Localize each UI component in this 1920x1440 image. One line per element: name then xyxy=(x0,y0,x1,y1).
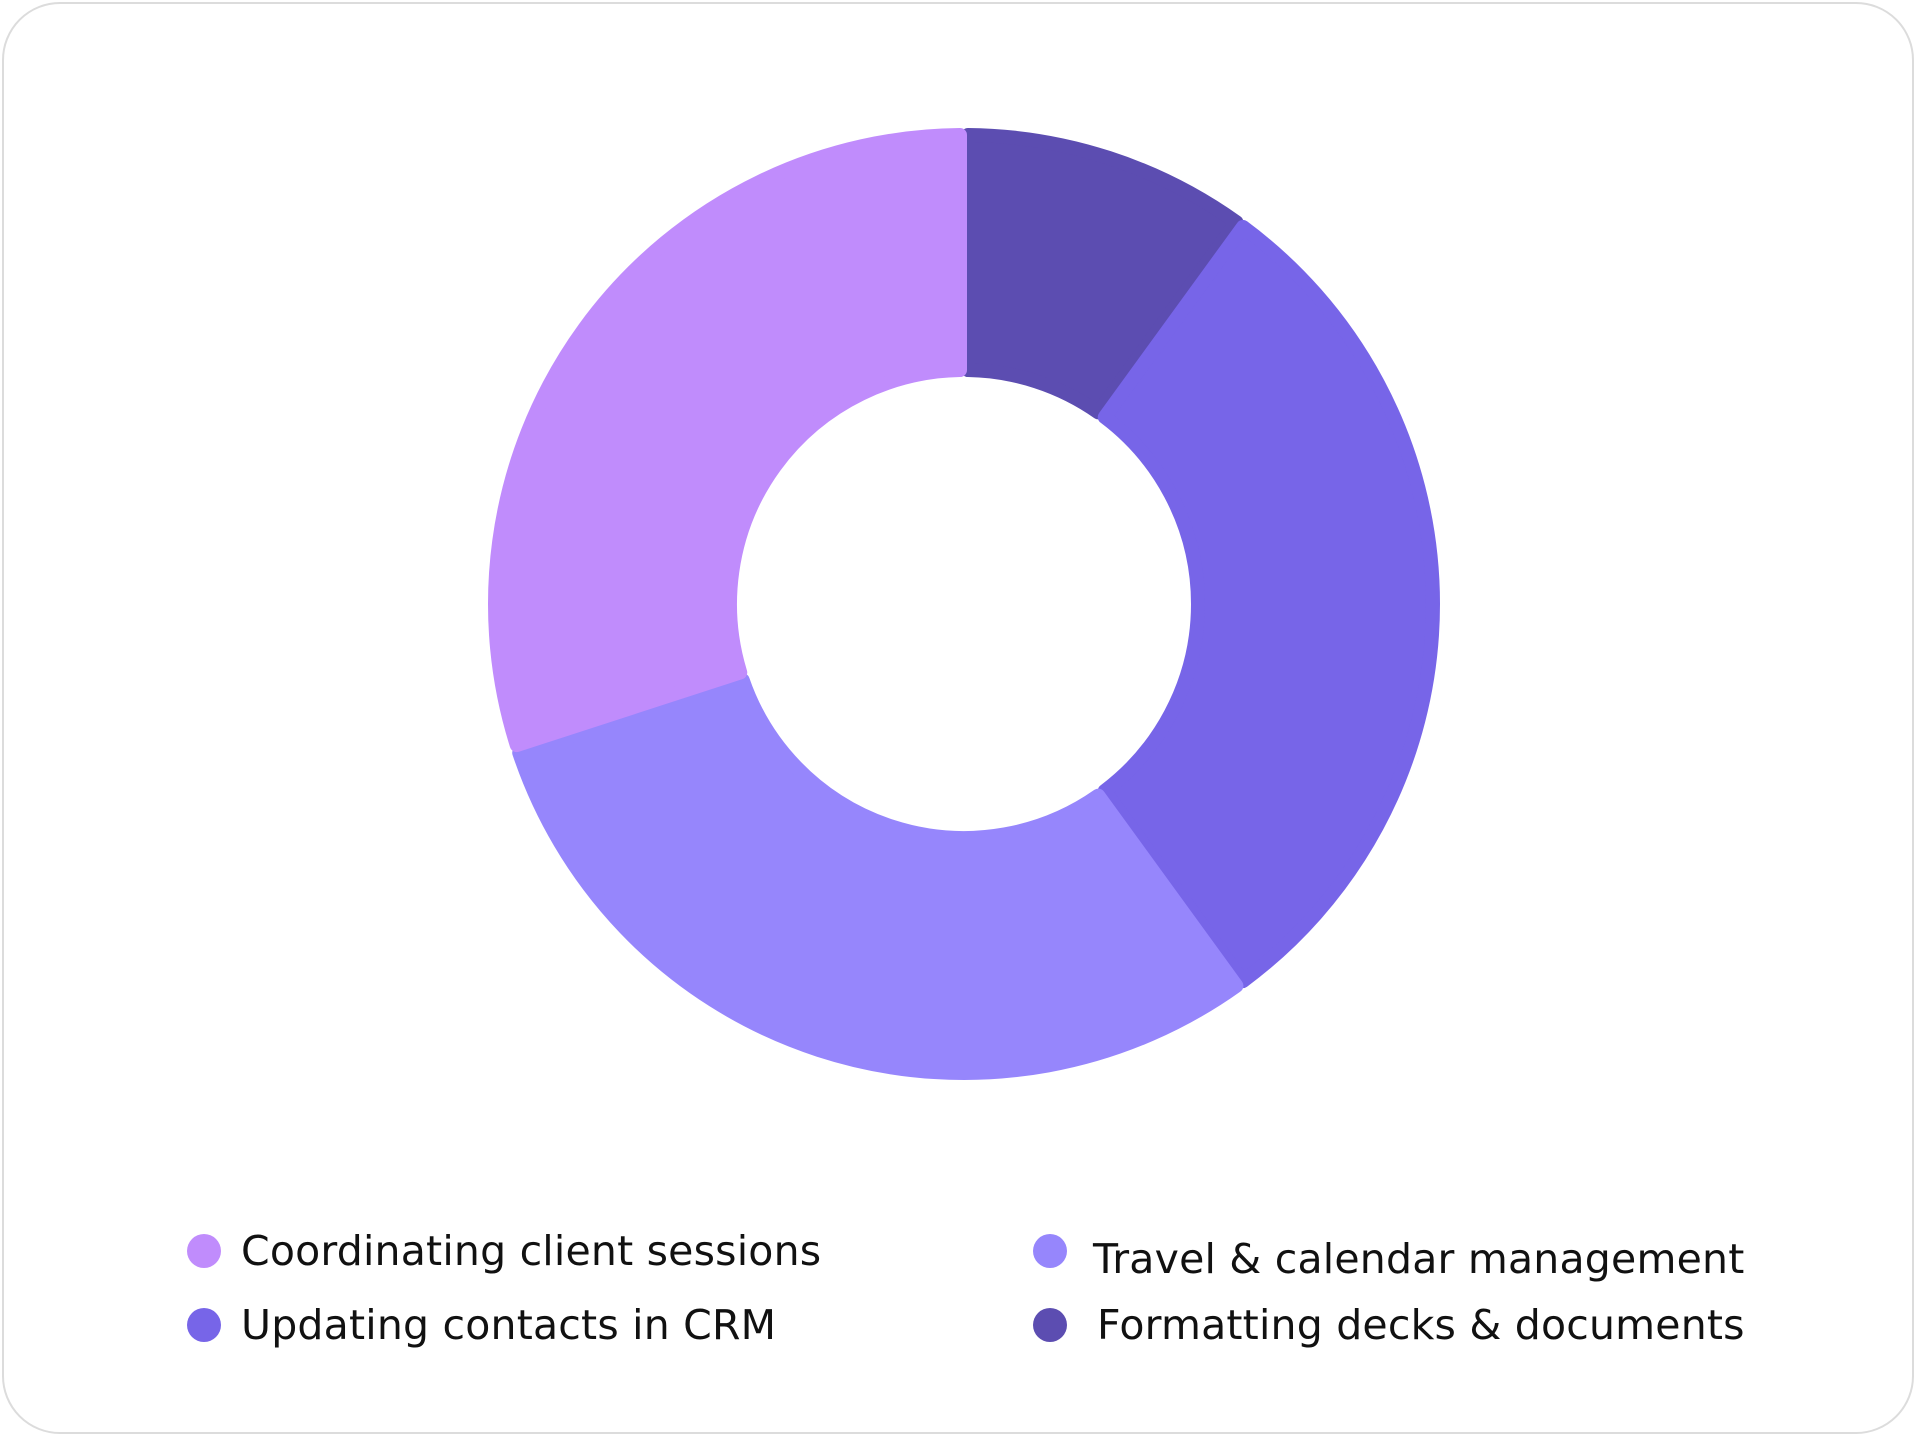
legend-label: Coordinating client sessions xyxy=(241,1227,822,1275)
legend-item-formatting-decks-documents: Formatting decks & documents xyxy=(1033,1295,1745,1355)
donut-chart xyxy=(488,128,1440,1080)
donut-slice-formatting-decks-documents xyxy=(961,128,1244,420)
legend-item-travel-calendar-management: Travel & calendar management xyxy=(1033,1221,1745,1283)
legend-label: Updating contacts in CRM xyxy=(241,1301,777,1349)
donut-slice-travel-calendar-management xyxy=(512,673,1244,1080)
donut-slice-coordinating-client-sessions xyxy=(488,128,967,753)
legend-label: Travel & calendar management xyxy=(1093,1235,1745,1283)
legend-item-updating-contacts-in-crm: Updating contacts in CRM xyxy=(187,1295,776,1355)
legend-swatch xyxy=(187,1234,221,1268)
legend-swatch xyxy=(1033,1308,1067,1342)
legend-label: Formatting decks & documents xyxy=(1097,1301,1745,1349)
donut-slice-updating-contacts-in-crm xyxy=(1097,219,1440,989)
legend-swatch xyxy=(187,1308,221,1342)
legend-swatch xyxy=(1033,1234,1067,1268)
legend-item-coordinating-client-sessions: Coordinating client sessions xyxy=(187,1221,821,1281)
